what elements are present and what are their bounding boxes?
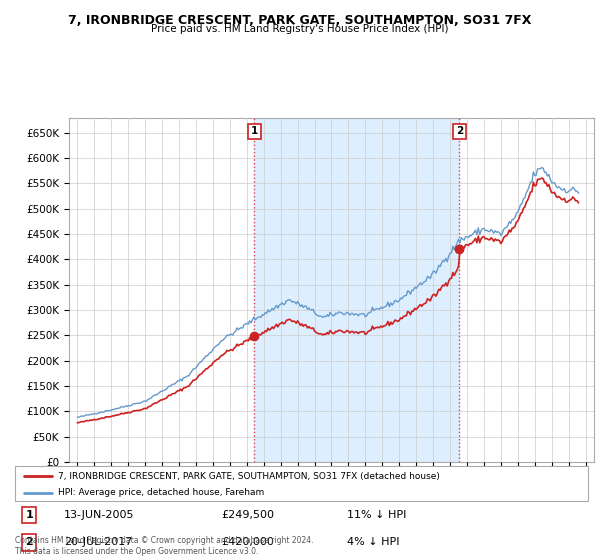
Text: HPI: Average price, detached house, Fareham: HPI: Average price, detached house, Fare… xyxy=(58,488,264,497)
Text: 1: 1 xyxy=(25,510,33,520)
Text: 13-JUN-2005: 13-JUN-2005 xyxy=(64,510,134,520)
Text: 1: 1 xyxy=(251,126,258,136)
Text: Contains HM Land Registry data © Crown copyright and database right 2024.
This d: Contains HM Land Registry data © Crown c… xyxy=(15,536,314,556)
Text: 2: 2 xyxy=(25,538,33,548)
Text: 20-JUL-2017: 20-JUL-2017 xyxy=(64,538,132,548)
Text: 4% ↓ HPI: 4% ↓ HPI xyxy=(347,538,400,548)
Text: 2: 2 xyxy=(456,126,463,136)
Text: £420,000: £420,000 xyxy=(221,538,274,548)
Text: 7, IRONBRIDGE CRESCENT, PARK GATE, SOUTHAMPTON, SO31 7FX: 7, IRONBRIDGE CRESCENT, PARK GATE, SOUTH… xyxy=(68,14,532,27)
Text: £249,500: £249,500 xyxy=(221,510,274,520)
Text: 7, IRONBRIDGE CRESCENT, PARK GATE, SOUTHAMPTON, SO31 7FX (detached house): 7, IRONBRIDGE CRESCENT, PARK GATE, SOUTH… xyxy=(58,472,440,480)
Bar xyxy=(254,118,460,462)
Text: Price paid vs. HM Land Registry's House Price Index (HPI): Price paid vs. HM Land Registry's House … xyxy=(151,24,449,34)
Text: 11% ↓ HPI: 11% ↓ HPI xyxy=(347,510,407,520)
